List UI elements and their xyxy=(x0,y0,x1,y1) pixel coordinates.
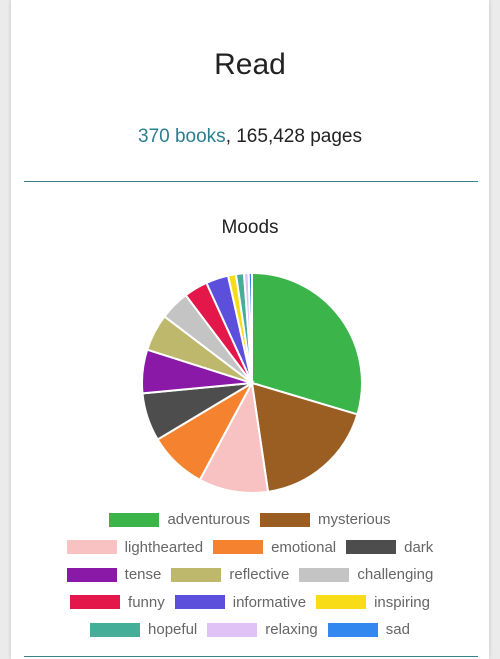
legend-label: funny xyxy=(128,593,165,611)
legend-item-inspiring[interactable]: inspiring xyxy=(316,594,430,611)
moods-pie-chart xyxy=(141,271,363,494)
legend-row: funny informative inspiring xyxy=(11,589,489,617)
legend-label: relaxing xyxy=(265,621,318,639)
legend-swatch xyxy=(66,567,117,582)
legend-swatch xyxy=(66,540,117,555)
legend-swatch xyxy=(213,540,264,555)
legend-item-tense[interactable]: tense xyxy=(66,566,162,584)
legend-label: reflective xyxy=(229,566,290,584)
legend-label: sad xyxy=(385,621,410,639)
legend-item-adventurous[interactable]: adventurous xyxy=(109,511,250,528)
legend-label: informative xyxy=(232,593,307,611)
pie-slice-sad[interactable] xyxy=(247,271,253,384)
legend-swatch xyxy=(316,595,367,610)
legend-row: lighthearted emotional dark xyxy=(11,534,489,562)
legend-label: lighthearted xyxy=(124,538,204,556)
moods-chart-title: Moods xyxy=(221,217,279,238)
legend-label: inspiring xyxy=(374,593,430,611)
pie-slice-lighthearted[interactable] xyxy=(198,379,270,494)
legend-swatch xyxy=(109,512,160,527)
section-divider xyxy=(24,181,478,182)
pie-slice-adventurous[interactable] xyxy=(251,271,363,416)
legend-item-reflective[interactable]: reflective xyxy=(171,566,289,583)
reading-summary: 370 books, 165,428 pages xyxy=(11,126,489,148)
legend-swatch xyxy=(70,595,121,610)
legend-row: adventurous mysterious xyxy=(11,506,489,534)
legend-label: dark xyxy=(404,538,434,556)
read-stats-card: Read 370 books, 165,428 pages Moods adve… xyxy=(11,0,489,659)
pie-slice-mysterious[interactable] xyxy=(250,381,359,493)
pages-count-text: , 165,428 pages xyxy=(225,126,362,147)
legend-swatch xyxy=(346,540,397,555)
page-title: Read xyxy=(214,48,286,81)
books-count-link[interactable]: 370 books xyxy=(138,126,226,147)
legend-item-emotional[interactable]: emotional xyxy=(213,539,336,556)
legend-swatch xyxy=(171,567,222,582)
legend-swatch xyxy=(90,622,141,637)
legend-row: hopeful relaxing sad xyxy=(11,616,489,644)
legend-label: emotional xyxy=(271,538,337,556)
legend-item-relaxing[interactable]: relaxing xyxy=(207,621,318,638)
legend-item-sad[interactable]: sad xyxy=(327,621,410,639)
legend-swatch xyxy=(299,567,350,582)
legend-label: adventurous xyxy=(167,511,251,529)
legend-swatch xyxy=(327,622,378,637)
legend-row: tense reflective challenging xyxy=(11,561,489,589)
legend-swatch xyxy=(207,622,258,637)
legend-item-dark[interactable]: dark xyxy=(346,539,433,556)
legend-item-hopeful[interactable]: hopeful xyxy=(90,621,197,638)
legend-item-informative[interactable]: informative xyxy=(174,593,307,611)
legend-label: hopeful xyxy=(148,621,198,639)
legend-label: challenging xyxy=(357,566,434,584)
legend-label: mysterious xyxy=(318,511,391,529)
legend-item-challenging[interactable]: challenging xyxy=(299,566,433,583)
legend-swatch xyxy=(174,595,225,610)
section-divider-bottom xyxy=(24,656,478,657)
legend-label: tense xyxy=(124,566,162,584)
legend-swatch xyxy=(260,512,311,527)
legend-item-mysterious[interactable]: mysterious xyxy=(260,511,391,528)
legend-item-lighthearted[interactable]: lighthearted xyxy=(66,538,204,556)
legend-item-funny[interactable]: funny xyxy=(70,594,165,611)
moods-legend: adventurous mysterious lighthearted emotion… xyxy=(11,506,489,644)
